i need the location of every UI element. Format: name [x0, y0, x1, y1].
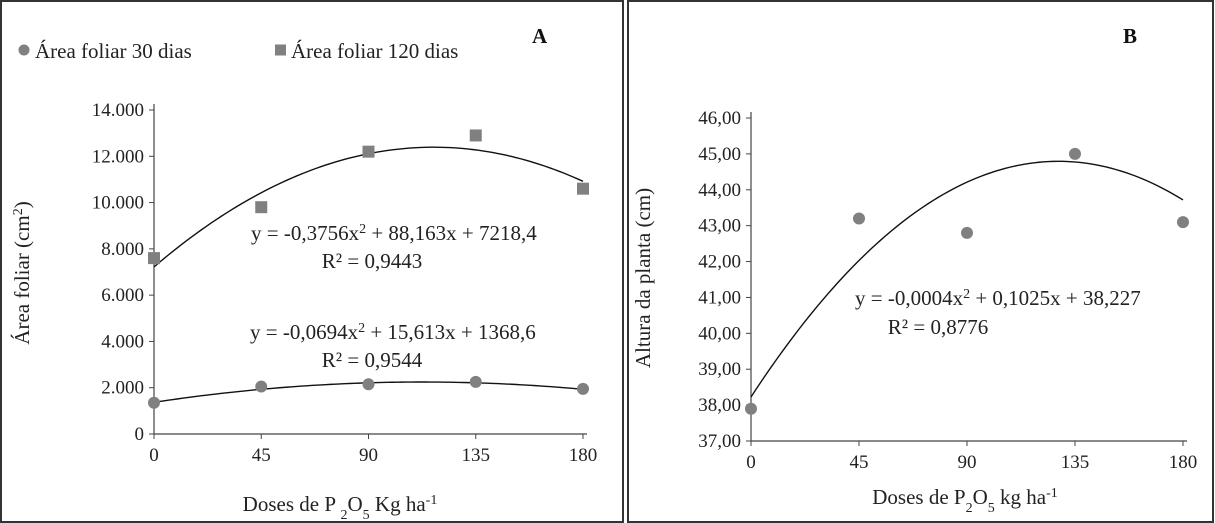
panel-b-y-tick-label: 42,00: [698, 252, 741, 273]
panel-b-y-tick-label: 45,00: [698, 144, 741, 165]
panel-b-x-tick-label: 90: [958, 452, 977, 473]
eq-120-part1: y = -0,3756x: [251, 221, 360, 245]
panel-a-point-0: [469, 375, 482, 388]
panel-a-y-tick-label: 4.000: [101, 331, 144, 352]
panel-b-point-0: [1177, 216, 1189, 229]
eq-30-part1: y = -0,0694x: [250, 320, 359, 344]
panel-a-x-tick-label: 135: [462, 445, 491, 466]
xb-p1: Doses de P: [872, 485, 965, 509]
panel-a-point-0: [148, 396, 160, 409]
panel-a-frame: [0, 0, 624, 523]
panel-b-point-0: [745, 402, 757, 415]
r2-120-dias: R² = 0,9443: [322, 249, 422, 273]
ya-sup: 2: [11, 208, 26, 215]
xb-sup: -1: [1046, 486, 1058, 501]
panel-b-y-tick-label: 41,00: [698, 287, 741, 308]
panel-a-x-tick-label: 45: [252, 445, 271, 466]
panel-a-point-0: [255, 380, 268, 393]
panel-b-y-tick-label: 37,00: [698, 431, 741, 452]
eq-b-exp: 2: [963, 287, 970, 302]
panel-b-plot: 37,00 38,00 39,00 40,00 41,00 42,00 43,00 44,00…: [698, 108, 1197, 473]
legend-label-120-dias: Área foliar 120 dias: [291, 39, 458, 63]
panel-a-xlabel: Doses de P 2O5 Kg ha-1: [243, 492, 438, 523]
panel-b-frame: [627, 0, 1214, 523]
panel-a-y-tick-label: 0: [135, 424, 145, 445]
eq-120-exp: 2: [359, 222, 366, 237]
panel-b-label: B: [1123, 24, 1137, 48]
panel-b-point-0: [853, 212, 865, 225]
xb-sub2: 5: [988, 501, 995, 516]
panel-b-x-tick-label: 0: [746, 452, 756, 473]
panel-a-point-1: [148, 252, 160, 265]
panel-a-ylabel: Área foliar (cm2): [10, 201, 34, 344]
panel-a-point-1: [469, 129, 482, 142]
xa-p1: Doses de P: [243, 492, 341, 516]
panel-b-y-tick-label: 46,00: [698, 108, 741, 129]
panel-a-y-tick-label: 14.000: [92, 100, 144, 121]
eq-30-part2: + 15,613x + 1368,6: [365, 320, 536, 344]
legend-label-30-dias: Área foliar 30 dias: [35, 39, 192, 63]
panel-a-y-tick-label: 10.000: [92, 193, 144, 214]
xa-sub1: 2: [340, 508, 347, 523]
panel-b-x-tick-label: 135: [1061, 452, 1090, 473]
eq-b-part1: y = -0,0004x: [855, 286, 964, 310]
panel-b-point-0: [961, 226, 973, 239]
r2-30-dias: R² = 0,9544: [322, 348, 423, 372]
xb-p2: O: [973, 485, 988, 509]
panel-a-label: A: [532, 24, 548, 48]
panel-a-point-1: [255, 201, 268, 214]
xb-p3: kg ha: [995, 485, 1047, 509]
panel-a-y-tick-label: 12.000: [92, 146, 144, 167]
equation-120-dias: y = -0,3756x2 + 88,163x + 7218,4: [251, 221, 537, 245]
equation-b: y = -0,0004x2 + 0,1025x + 38,227: [855, 286, 1141, 310]
legend-marker-120-dias: [275, 44, 286, 56]
xa-p3: Kg ha: [370, 492, 427, 516]
panel-b-x-tick-label: 45: [850, 452, 869, 473]
xa-p2: O: [347, 492, 362, 516]
panel-a-x-tick-label: 0: [149, 445, 159, 466]
panel-a-x-tick-label: 90: [359, 445, 378, 466]
eq-30-exp: 2: [358, 321, 365, 336]
panel-a-y-tick-label: 8.000: [101, 239, 144, 260]
panel-b-y-tick-label: 39,00: [698, 359, 741, 380]
panel-a-y-tick-label: 6.000: [101, 285, 144, 306]
panel-b-y-tick-label: 38,00: [698, 395, 741, 416]
panel-a-point-1: [362, 145, 375, 158]
panel-b-y-tick-label: 43,00: [698, 216, 741, 237]
equation-30-dias: y = -0,0694x2 + 15,613x + 1368,6: [250, 320, 536, 344]
eq-b-part2: + 0,1025x + 38,227: [970, 286, 1141, 310]
eq-120-part2: + 88,163x + 7218,4: [366, 221, 537, 245]
ya-p2: ): [10, 201, 34, 208]
panel-a-x-tick-label: 180: [569, 445, 598, 466]
panel-b-x-tick-label: 180: [1169, 452, 1198, 473]
panel-b-point-0: [1069, 147, 1081, 160]
panel-b-xlabel: Doses de P2O5 kg ha-1: [872, 485, 1058, 516]
panel-b-ylabel: Altura da planta (cm): [631, 188, 655, 368]
legend-marker-30-dias: [18, 44, 30, 56]
xa-sub2: 5: [363, 508, 370, 523]
legend: Área foliar 30 dias Área foliar 120 dias: [18, 39, 458, 63]
panel-b-trendline-0: [750, 160, 1184, 398]
ya-p1: Área foliar (cm: [10, 215, 34, 344]
panel-b-y-tick-label: 44,00: [698, 180, 741, 201]
panel-b-y-tick-label: 40,00: [698, 323, 741, 344]
xb-sub1: 2: [966, 501, 973, 516]
panel-a-point-1: [577, 182, 589, 195]
r2-b: R² = 0,8776: [888, 315, 988, 339]
xa-sup: -1: [426, 493, 438, 508]
panel-a-point-0: [577, 382, 589, 395]
panel-a-point-0: [362, 378, 375, 391]
panel-a-plot: 0 2.000 4.000 6.000 8.000 10.000 12.000 14.000 0…: [92, 100, 598, 466]
panel-a-y-tick-label: 2.000: [101, 378, 144, 399]
